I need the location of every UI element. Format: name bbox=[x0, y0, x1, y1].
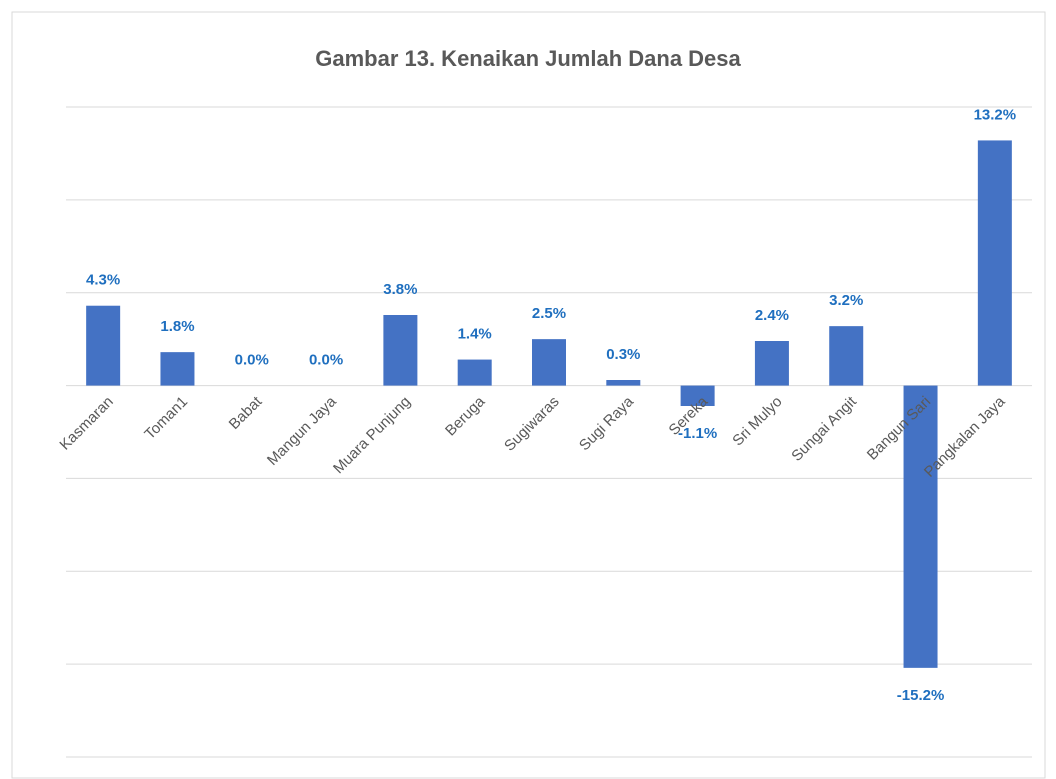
bar bbox=[457, 359, 492, 386]
data-label: -15.2% bbox=[897, 687, 945, 704]
data-label: 0.0% bbox=[235, 352, 269, 369]
bar bbox=[160, 352, 195, 386]
data-label: 0.0% bbox=[309, 352, 343, 369]
data-label: 13.2% bbox=[974, 106, 1017, 123]
data-label: 3.8% bbox=[383, 281, 417, 298]
bar bbox=[606, 380, 641, 386]
bar bbox=[977, 140, 1012, 386]
bar bbox=[754, 341, 789, 386]
data-label: 3.2% bbox=[829, 292, 863, 309]
chart-title: Gambar 13. Kenaikan Jumlah Dana Desa bbox=[315, 46, 741, 71]
bar bbox=[903, 385, 938, 668]
data-label: 2.5% bbox=[532, 305, 566, 322]
data-label: 2.4% bbox=[755, 307, 789, 324]
bar bbox=[680, 385, 715, 406]
bar bbox=[86, 305, 121, 386]
bar bbox=[532, 339, 566, 386]
data-label: -1.1% bbox=[678, 425, 717, 442]
chart-border bbox=[11, 11, 1046, 779]
bar bbox=[829, 326, 864, 386]
data-label: 4.3% bbox=[86, 272, 120, 289]
data-label: 1.8% bbox=[160, 318, 194, 335]
grid bbox=[66, 106, 1032, 758]
data-label: 0.3% bbox=[606, 346, 640, 363]
data-label: 1.4% bbox=[458, 326, 492, 343]
bar bbox=[383, 315, 418, 386]
